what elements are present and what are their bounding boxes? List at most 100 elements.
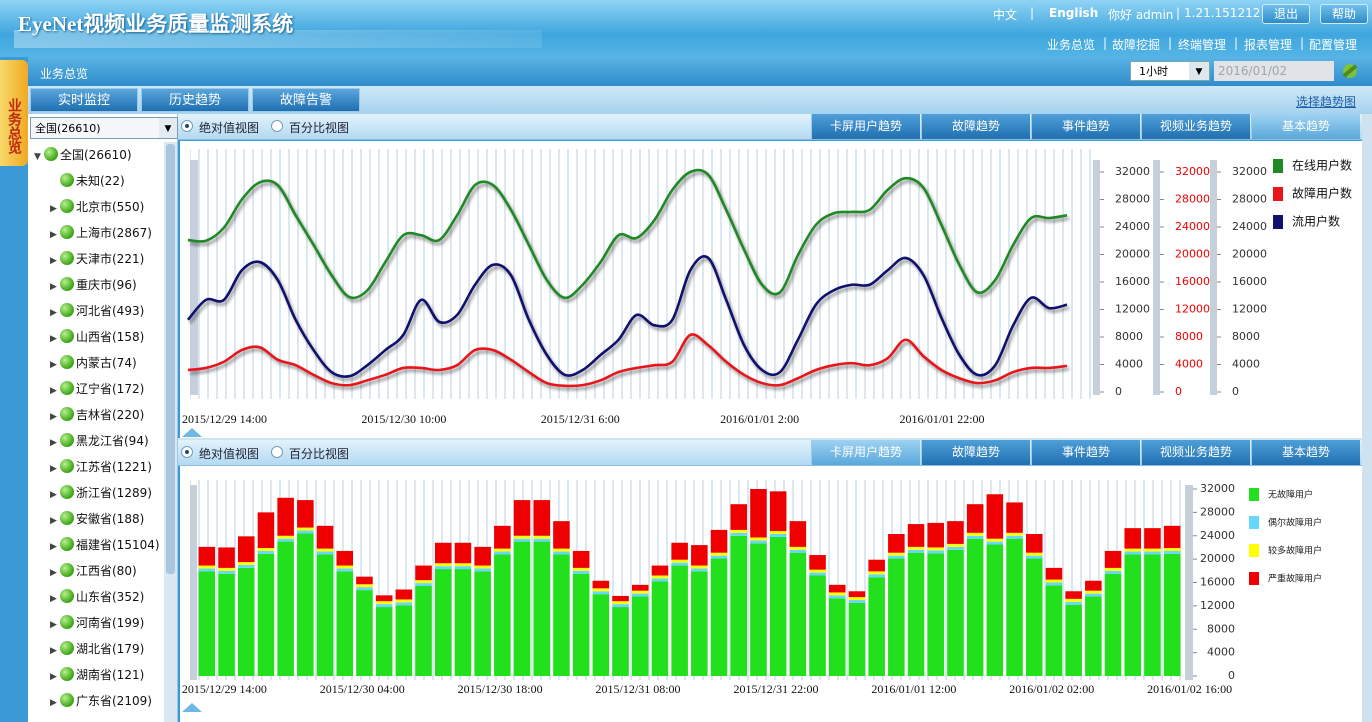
region-select[interactable]: 全国(26610) ▼ xyxy=(30,117,178,139)
expand-arrow[interactable]: ▶ xyxy=(50,308,57,318)
view-mode-label[interactable]: 百分比视图 xyxy=(289,121,350,135)
expand-arrow[interactable]: ▶ xyxy=(50,230,57,240)
lang-link[interactable]: English xyxy=(1049,6,1099,20)
logout-button[interactable]: 退出 xyxy=(1262,4,1310,24)
tree-node[interactable]: ▶ 江苏省(1221) xyxy=(50,457,152,477)
tree-node[interactable]: ▶ 湖北省(179) xyxy=(50,639,144,659)
expand-arrow[interactable]: ▶ xyxy=(50,620,57,630)
view-mode-label[interactable]: 绝对值视图 xyxy=(199,121,260,135)
expand-arrow[interactable]: ▶ xyxy=(50,672,57,682)
expand-arrow[interactable]: ▶ xyxy=(50,516,57,526)
status-icon xyxy=(60,355,74,369)
help-button[interactable]: 帮助 xyxy=(1320,4,1368,24)
y-tick-label: 12000 xyxy=(1115,303,1150,316)
scroll-thumb[interactable] xyxy=(166,144,175,574)
expand-arrow[interactable]: ▶ xyxy=(50,360,57,370)
expand-arrow[interactable]: ▶ xyxy=(50,568,57,578)
chart-tab[interactable]: 卡屏用户趋势 xyxy=(811,440,920,465)
tree-node[interactable]: ▶ 黑龙江省(94) xyxy=(50,431,149,451)
lang-link[interactable]: 中文 xyxy=(993,8,1018,22)
tab[interactable]: 实时监控 xyxy=(30,88,138,112)
view-mode-label[interactable]: 绝对值视图 xyxy=(199,447,260,461)
menu-item[interactable]: 报表管理 xyxy=(1244,38,1293,52)
tree-node[interactable]: ▼ 全国(26610) xyxy=(34,145,132,165)
tree-node[interactable]: ▶ 重庆市(96) xyxy=(50,275,137,295)
side-tab[interactable]: 业务总览 xyxy=(0,60,28,166)
tree-label: 山东省(352) xyxy=(76,590,145,604)
chart-tab[interactable]: 基本趋势 xyxy=(1251,440,1360,465)
tree-node[interactable]: ▶ 辽宁省(172) xyxy=(50,379,144,399)
expand-arrow[interactable]: ▶ xyxy=(50,646,57,656)
expand-arrow[interactable]: ▶ xyxy=(50,490,57,500)
bar-segment xyxy=(966,532,984,536)
tree-node[interactable]: ▶ 吉林省(220) xyxy=(50,405,144,425)
menu-item[interactable]: 配置管理 xyxy=(1309,38,1358,52)
expand-arrow[interactable]: ▶ xyxy=(50,386,57,396)
x-tick-label: 2015/12/30 18:00 xyxy=(458,682,543,696)
tree-node[interactable]: 未知(22) xyxy=(60,171,125,191)
expand-arrow[interactable]: ▶ xyxy=(50,412,57,422)
expand-arrow[interactable]: ▶ xyxy=(50,698,57,708)
tree-node[interactable]: ▶ 湖南省(121) xyxy=(50,665,144,685)
chart-tab[interactable]: 事件趋势 xyxy=(1031,440,1140,465)
select-chart-link[interactable]: 选择趋势图 xyxy=(1295,95,1356,109)
radio[interactable] xyxy=(181,120,193,132)
expand-arrow[interactable]: ▶ xyxy=(50,594,57,604)
chart-tab[interactable]: 视频业务趋势 xyxy=(1141,114,1250,139)
chart-tab[interactable]: 故障趋势 xyxy=(921,114,1030,139)
radio[interactable] xyxy=(271,120,283,132)
chart-tab[interactable]: 事件趋势 xyxy=(1031,114,1140,139)
expand-arrow[interactable]: ▼ xyxy=(34,152,41,162)
radio[interactable] xyxy=(271,446,283,458)
expand-arrow[interactable]: ▶ xyxy=(50,464,57,474)
bar-segment xyxy=(218,567,235,571)
x-tick-label: 2015/12/30 10:00 xyxy=(361,412,446,426)
tree-node[interactable]: ▶ 广东省(2109) xyxy=(50,691,152,711)
bar-segment xyxy=(395,599,413,603)
tree-node[interactable]: ▶ 上海市(2867) xyxy=(50,223,152,243)
tree-node[interactable]: ▶ 天津市(221) xyxy=(50,249,144,269)
tab[interactable]: 历史趋势 xyxy=(141,88,249,112)
expand-arrow[interactable]: ▶ xyxy=(50,334,57,344)
breadcrumb: 业务总览 xyxy=(40,67,89,81)
bar-segment xyxy=(750,537,767,541)
expand-arrow[interactable]: ▶ xyxy=(50,282,57,292)
tree-node[interactable]: ▶ 浙江省(1289) xyxy=(50,483,152,503)
tree-node[interactable]: ▶ 山东省(352) xyxy=(50,587,144,607)
bar-segment xyxy=(671,565,688,676)
tab[interactable]: 故障告警 xyxy=(252,88,360,112)
tree-label: 湖南省(121) xyxy=(76,668,145,682)
datetime-input[interactable]: 2016/01/02 17:42:00 xyxy=(1214,61,1334,98)
bar-segment xyxy=(927,550,945,554)
interval-select[interactable]: 1小时 ▼ xyxy=(1130,61,1210,81)
tree-node[interactable]: ▶ 内蒙古(74) xyxy=(50,353,137,373)
connect-icon[interactable] xyxy=(1338,59,1362,83)
menu-item[interactable]: 业务总览 xyxy=(1047,38,1096,52)
tree-node[interactable]: ▶ 河北省(493) xyxy=(50,301,144,321)
menu-item[interactable]: 终端管理 xyxy=(1178,38,1227,52)
tree-node[interactable]: ▶ 江西省(80) xyxy=(50,561,137,581)
view-mode-label[interactable]: 百分比视图 xyxy=(289,447,350,461)
separator: | xyxy=(1030,6,1035,20)
radio[interactable] xyxy=(181,446,193,458)
tree-node[interactable]: ▶ 山西省(158) xyxy=(50,327,144,347)
chart-tab[interactable]: 卡屏用户趋势 xyxy=(811,114,920,139)
menu-item[interactable]: 故障挖掘 xyxy=(1112,38,1161,52)
expand-arrow[interactable]: ▶ xyxy=(50,542,57,552)
expand-arrow[interactable]: ▶ xyxy=(50,438,57,448)
bar-segment xyxy=(710,558,728,676)
status-icon xyxy=(60,381,74,395)
separator: | xyxy=(1168,36,1173,50)
right-scrollbar[interactable] xyxy=(1362,114,1372,722)
tree-node[interactable]: ▶ 北京市(550) xyxy=(50,197,144,217)
expand-arrow[interactable]: ▶ xyxy=(50,256,57,266)
chart-tab[interactable]: 视频业务趋势 xyxy=(1141,440,1250,465)
chart-tab[interactable]: 基本趋势 xyxy=(1251,114,1360,139)
y-tick-label: 20000 xyxy=(1200,552,1235,565)
expand-arrow[interactable]: ▶ xyxy=(50,204,57,214)
tree-node[interactable]: ▶ 安徽省(188) xyxy=(50,509,144,529)
chart-tab[interactable]: 故障趋势 xyxy=(921,440,1030,465)
bar-segment xyxy=(494,525,511,549)
tree-node[interactable]: ▶ 河南省(199) xyxy=(50,613,144,633)
tree-node[interactable]: ▶ 福建省(15104) xyxy=(50,535,160,555)
